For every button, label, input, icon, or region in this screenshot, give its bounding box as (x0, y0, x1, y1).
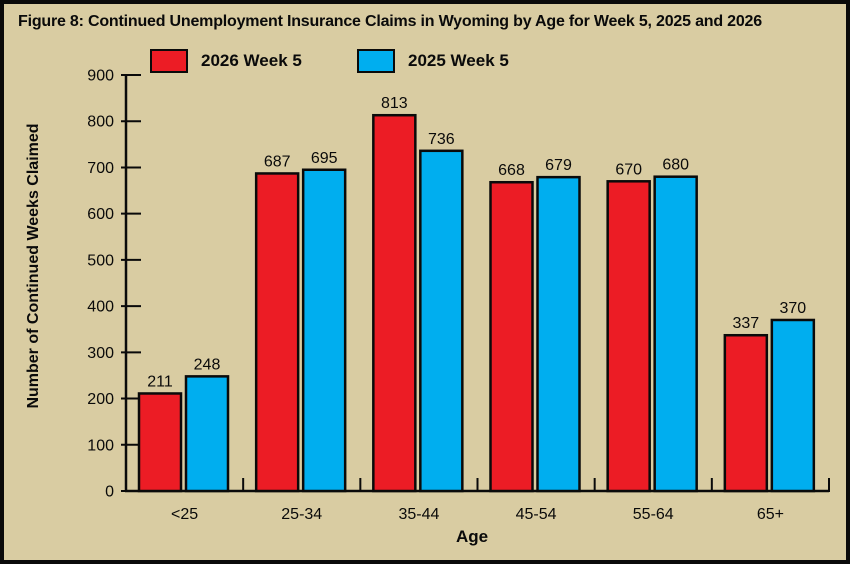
x-category-label: <25 (171, 506, 198, 523)
bar-2025-week-5-55-64 (653, 175, 698, 493)
bar-value-label: 370 (779, 300, 806, 317)
y-tick-label: 300 (87, 345, 114, 362)
bar-value-label: 680 (662, 157, 689, 174)
y-tick-label: 100 (87, 437, 114, 454)
chart-title: Figure 8: Continued Unemployment Insuran… (18, 13, 762, 30)
bar-2025-week-5-45-54 (536, 175, 581, 493)
bar-value-label: 813 (381, 95, 408, 112)
legend-label-2025: 2025 Week 5 (408, 51, 509, 70)
bar-value-label: 687 (264, 153, 291, 170)
legend-item-2026: 2026 Week 5 (150, 47, 302, 75)
x-axis-title: Age (455, 527, 489, 546)
bar-2025-week-5-35-44 (419, 149, 464, 493)
bar-2026-week-5-<25 (137, 392, 183, 493)
bar-value-label: 679 (545, 157, 572, 174)
bar-2026-week-5-45-54 (489, 180, 534, 493)
bar-value-label: 670 (615, 161, 642, 178)
y-tick-label: 500 (87, 252, 114, 269)
y-tick-label: 600 (87, 206, 114, 223)
y-tick-label: 900 (87, 68, 114, 85)
x-category-label: 25-34 (281, 506, 322, 523)
bar-2026-week-5-25-34 (254, 172, 300, 493)
bar-value-label: 211 (147, 373, 173, 390)
y-tick-label: 200 (87, 391, 114, 408)
x-category-label: 65+ (757, 506, 784, 523)
legend-swatch-2025 (357, 49, 395, 73)
bar-value-label: 337 (732, 315, 759, 332)
bar-2026-week-5-35-44 (372, 113, 417, 493)
bar-2025-week-5-<25 (184, 375, 230, 493)
legend-item-2025: 2025 Week 5 (357, 47, 509, 75)
y-tick-label: 700 (87, 160, 114, 177)
legend-swatch-2026 (150, 49, 188, 73)
y-tick-label: 0 (105, 484, 114, 501)
bar-2025-week-5-65+ (770, 318, 816, 493)
legend-label-2026: 2026 Week 5 (201, 51, 302, 70)
bar-2026-week-5-65+ (723, 333, 769, 493)
x-category-label: 45-54 (516, 506, 557, 523)
plot-area: 0 100 200 300 400 500 600 700 800 900 211 248 <25 687… (87, 68, 830, 523)
bar-value-label: 248 (194, 356, 221, 373)
bar-2026-week-5-55-64 (606, 180, 651, 493)
bar-value-label: 695 (311, 150, 338, 167)
x-category-label: 55-64 (633, 506, 674, 523)
x-category-label: 35-44 (398, 506, 439, 523)
y-tick-label: 400 (87, 299, 114, 316)
bar-value-label: 668 (498, 162, 525, 179)
bar-2025-week-5-25-34 (301, 168, 347, 493)
bar-value-label: 736 (428, 131, 455, 148)
y-tick-label: 800 (87, 114, 114, 131)
